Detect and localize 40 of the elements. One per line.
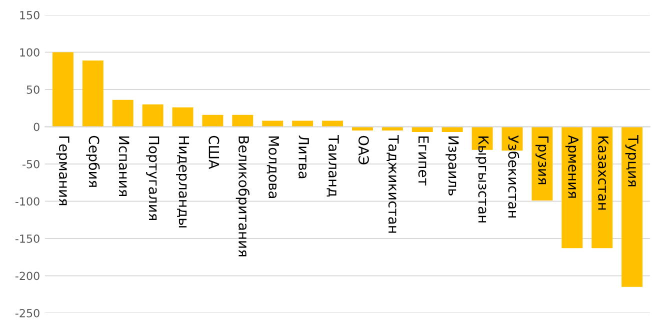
x-tick-label: Таджикистан [386, 135, 399, 233]
y-tick-label: 50 [26, 85, 40, 94]
x-tick-label: ОАЭ [358, 136, 369, 164]
x-tick-label: Кыргызстан [476, 136, 489, 222]
bar [202, 114, 224, 127]
y-tick-label: -250 [15, 308, 40, 318]
bar [562, 126, 583, 248]
x-tick-label: Турция [625, 135, 638, 186]
bar [532, 126, 553, 201]
x-tick-label: Молдова [266, 136, 279, 198]
y-tick-label: -100 [15, 197, 40, 206]
x-tick-label: Армения [565, 135, 578, 198]
bar [82, 60, 104, 127]
x-tick-label: Великобритания [236, 136, 250, 256]
bar [592, 126, 613, 248]
bar [52, 52, 74, 127]
x-tick-label: Сербия [86, 136, 100, 187]
x-tick-label: Грузия [535, 136, 548, 184]
x-tick-label: Таиланд [326, 135, 339, 196]
x-tick-label: Египет [418, 136, 429, 186]
bar [172, 107, 194, 127]
y-tick-label: 150 [20, 10, 40, 20]
x-tick-label: Израиль [446, 136, 459, 196]
x-tick-label: Узбекистан [508, 135, 520, 218]
y-tick-label: -150 [15, 234, 40, 243]
bar [622, 126, 643, 287]
x-tick-label: Литва [298, 136, 309, 178]
x-tick-label: Казахстан [598, 136, 608, 210]
x-tick-label: Испания [118, 136, 130, 196]
x-tick-label: Нидерланды [176, 136, 190, 228]
x-tick-label: Германия [56, 136, 70, 206]
bar [142, 104, 164, 127]
x-tick-label: США [208, 136, 220, 170]
bar [232, 114, 254, 127]
y-tick-label: 0 [34, 122, 40, 132]
bar [112, 100, 134, 127]
x-tick-label: Португалия [146, 136, 160, 220]
y-tick-label: -50 [22, 160, 40, 168]
y-tick-label: -200 [15, 272, 40, 280]
y-tick-label: 100 [20, 48, 40, 57]
